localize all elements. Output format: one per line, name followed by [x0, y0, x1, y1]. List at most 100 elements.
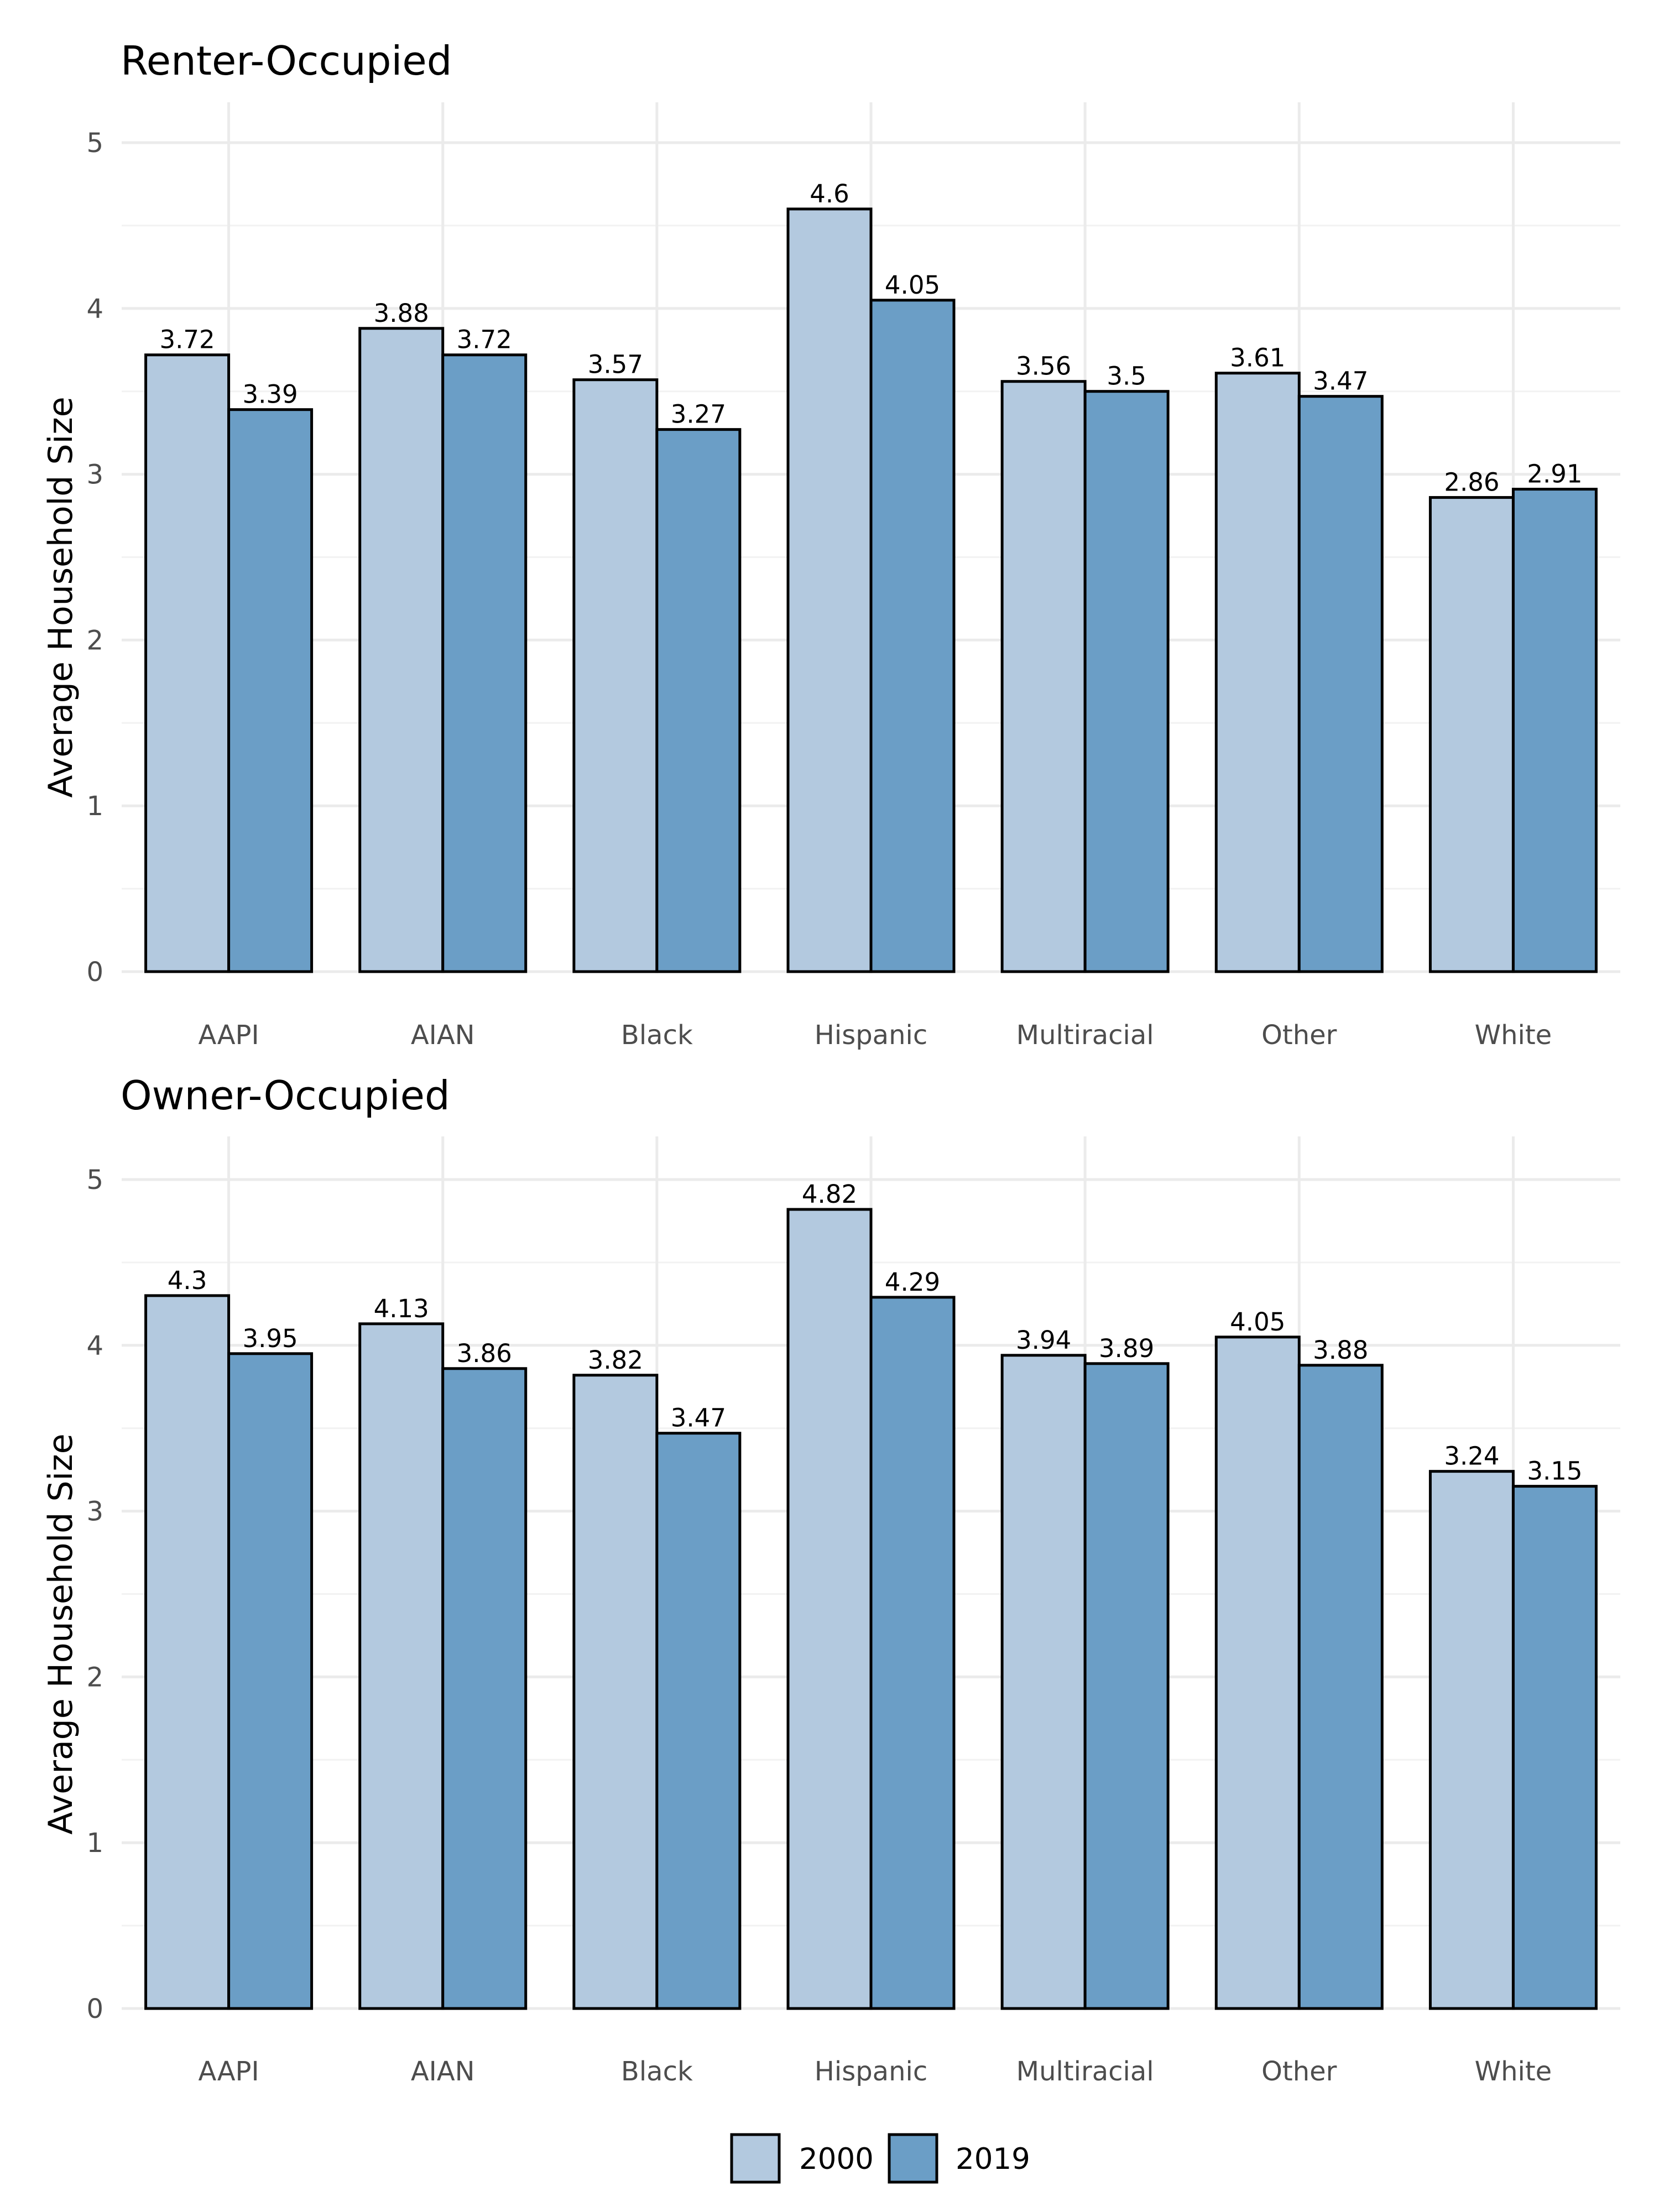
- data-label: 3.95: [242, 1324, 298, 1353]
- bar: [1000, 1354, 1087, 2010]
- x-tick-label: Black: [621, 1020, 693, 1051]
- bar: [572, 378, 659, 973]
- bar: [1297, 395, 1384, 973]
- data-label: 3.57: [588, 350, 643, 379]
- y-tick-label: 3: [86, 1496, 103, 1527]
- y-tick-label: 0: [86, 957, 103, 988]
- bars: [144, 207, 1598, 973]
- data-label: 3.89: [1099, 1334, 1154, 1363]
- data-label: 4.05: [1230, 1307, 1285, 1337]
- bar: [869, 299, 956, 973]
- y-tick-labels: 0 1 2 3 4 5: [86, 1165, 103, 2025]
- data-label: 3.27: [671, 400, 726, 429]
- bar: [441, 353, 528, 973]
- data-label: 4.13: [374, 1294, 429, 1323]
- x-tick-label: Hispanic: [815, 2056, 927, 2087]
- data-label: 3.47: [671, 1404, 726, 1433]
- x-tick-label: Hispanic: [815, 1020, 927, 1051]
- data-label: 3.88: [374, 299, 429, 328]
- bar: [1511, 488, 1598, 973]
- bar: [227, 408, 314, 973]
- y-tick-label: 2: [86, 625, 103, 656]
- data-label: 4.3: [168, 1266, 207, 1295]
- y-tick-label: 5: [86, 1165, 103, 1196]
- data-label: 4.05: [885, 270, 940, 300]
- bar: [655, 1432, 742, 2010]
- bar: [1000, 380, 1087, 973]
- data-label: 3.88: [1313, 1335, 1368, 1365]
- x-tick-labels: AAPI AIAN Black Hispanic Multiracial Other Whi…: [199, 2056, 1552, 2087]
- legend-key: [888, 2133, 938, 2184]
- legend: 2000 2019: [730, 2133, 1030, 2184]
- data-label: 2.91: [1527, 460, 1582, 489]
- bar: [1083, 390, 1170, 973]
- y-tick-label: 5: [86, 128, 103, 159]
- data-label: 3.82: [588, 1345, 643, 1375]
- x-tick-label: AIAN: [411, 1020, 475, 1051]
- x-tick-label: White: [1475, 2056, 1552, 2087]
- bar: [786, 1208, 873, 2010]
- data-label: 3.39: [242, 380, 298, 409]
- x-tick-labels: AAPI AIAN Black Hispanic Multiracial Other Whi…: [199, 1020, 1552, 1051]
- data-label: 2.86: [1444, 468, 1499, 497]
- data-label: 3.72: [457, 325, 512, 354]
- y-tick-label: 3: [86, 460, 103, 491]
- renter-occupied-panel: Renter-Occupied Average Household Size 0…: [41, 38, 1620, 1051]
- panel-title: Renter-Occupied: [121, 38, 452, 84]
- data-label: 4.29: [885, 1267, 940, 1297]
- y-tick-label: 2: [86, 1662, 103, 1693]
- data-label: 4.6: [810, 179, 849, 208]
- legend-label: 2000: [799, 2142, 874, 2176]
- y-tick-labels: 0 1 2 3 4 5: [86, 128, 103, 988]
- data-label: 3.72: [159, 325, 215, 354]
- data-label: 3.5: [1107, 362, 1146, 391]
- data-label: 3.15: [1527, 1457, 1582, 1486]
- data-label: 3.86: [457, 1339, 512, 1368]
- panel-title: Owner-Occupied: [121, 1072, 450, 1119]
- bar: [358, 1322, 445, 2010]
- bar: [572, 1374, 659, 2010]
- y-tick-label: 1: [86, 791, 103, 822]
- x-tick-label: AAPI: [199, 1020, 259, 1051]
- x-tick-label: AAPI: [199, 2056, 259, 2087]
- bar: [144, 1294, 231, 2010]
- x-tick-label: Multiracial: [1016, 1020, 1154, 1051]
- bar: [1214, 372, 1301, 973]
- data-label: 4.82: [802, 1180, 857, 1209]
- bar: [1428, 496, 1515, 973]
- y-tick-label: 4: [86, 294, 103, 325]
- data-label: 3.47: [1313, 367, 1368, 396]
- bar: [441, 1367, 528, 2010]
- bar: [1083, 1362, 1170, 2010]
- y-axis-title: Average Household Size: [41, 1433, 80, 1834]
- x-tick-label: White: [1475, 1020, 1552, 1051]
- data-label: 3.56: [1016, 352, 1071, 381]
- bar: [1428, 1470, 1515, 2010]
- y-tick-label: 1: [86, 1828, 103, 1859]
- bar: [358, 327, 445, 973]
- bars: [144, 1208, 1598, 2010]
- owner-occupied-panel: Owner-Occupied Average Household Size 0 1…: [41, 1072, 1620, 2087]
- y-axis-title: Average Household Size: [41, 397, 80, 797]
- data-label: 3.61: [1230, 343, 1285, 373]
- legend-key: [730, 2133, 781, 2184]
- y-tick-label: 0: [86, 1994, 103, 2025]
- x-tick-label: Multiracial: [1016, 2056, 1154, 2087]
- legend-label: 2019: [956, 2142, 1030, 2176]
- bar: [144, 353, 231, 973]
- x-tick-label: AIAN: [411, 2056, 475, 2087]
- bar: [1511, 1485, 1598, 2010]
- x-tick-label: Other: [1261, 1020, 1337, 1051]
- data-label: 3.94: [1016, 1326, 1071, 1355]
- y-tick-label: 4: [86, 1331, 103, 1361]
- bar: [227, 1352, 314, 2010]
- bar: [786, 207, 873, 973]
- data-labels: 4.3 3.95 4.13 3.86 3.82 3.47 4.82 4.29 3.94 3.89 4…: [168, 1180, 1583, 1486]
- data-label: 3.24: [1444, 1442, 1499, 1471]
- data-labels: 3.72 3.39 3.88 3.72 3.57 3.27 4.6 4.05 3.56 3.5 3.…: [159, 179, 1582, 497]
- bar: [655, 428, 742, 973]
- bar: [1214, 1335, 1301, 2010]
- x-tick-label: Black: [621, 2056, 693, 2087]
- bar: [869, 1296, 956, 2010]
